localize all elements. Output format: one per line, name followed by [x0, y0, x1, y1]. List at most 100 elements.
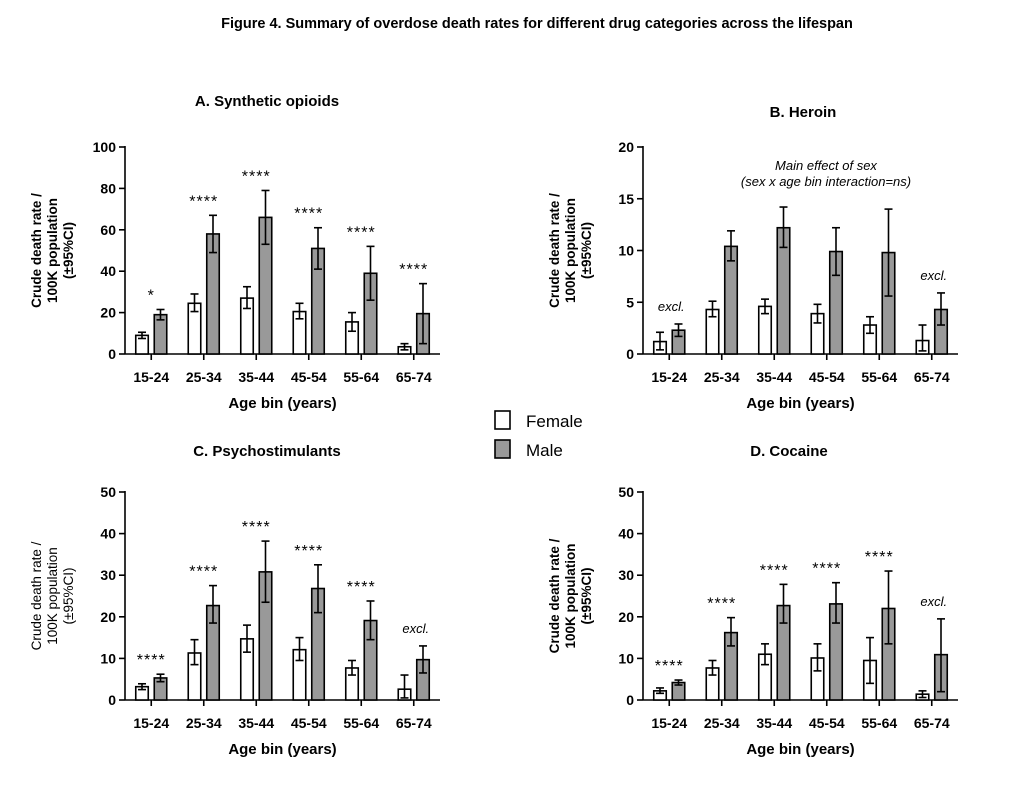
y-tick-label: 0	[626, 692, 634, 708]
significance-marker: ****	[865, 549, 894, 566]
significance-marker: ****	[707, 596, 736, 613]
x-tick-label: 25-34	[186, 715, 222, 731]
y-tick-label: 0	[108, 692, 116, 708]
panel-psychostimulants: C. Psychostimulants 0 10 20 30 40 50 Crude deat…	[29, 443, 440, 758]
x-axis-label: Age bin (years)	[228, 741, 336, 758]
y-axis-label-line: 100K population	[45, 198, 60, 303]
x-axis-label: Age bin (years)	[746, 741, 854, 758]
y-tick-label: 40	[100, 526, 116, 542]
y-axis-label: Crude death rate /100K population(±95%CI…	[547, 193, 594, 308]
x-tick-label: 35-44	[238, 715, 274, 731]
significance-marker: *	[148, 287, 155, 304]
exclusion-note: excl.	[658, 299, 685, 314]
significance-marker: ****	[137, 652, 166, 669]
legend-swatch-female	[494, 410, 511, 430]
y-axis-label-line: Crude death rate /	[547, 193, 562, 308]
y-tick-label: 0	[108, 346, 116, 362]
panel-title: D. Cocaine	[750, 443, 828, 460]
y-tick-label: 40	[618, 526, 634, 542]
x-tick-label: 35-44	[756, 715, 792, 731]
x-tick-label: 65-74	[914, 369, 950, 385]
y-tick-label: 10	[100, 650, 116, 666]
y-tick-label: 20	[100, 305, 116, 321]
significance-marker: ****	[242, 519, 271, 536]
x-tick-label: 15-24	[133, 715, 169, 731]
y-axis-label-line: (±95%CI)	[61, 568, 76, 625]
legend-swatch-male	[494, 439, 511, 459]
x-tick-label: 45-54	[291, 369, 327, 385]
significance-marker: ****	[294, 206, 323, 223]
x-tick-label: 45-54	[291, 715, 327, 731]
significance-marker: ****	[760, 562, 789, 579]
y-tick-label: 60	[100, 222, 116, 238]
y-axis-label-line: Crude death rate /	[547, 538, 562, 653]
x-tick-label: 35-44	[756, 369, 792, 385]
panel-note-line: (sex x age bin interaction=ns)	[741, 174, 911, 189]
y-axis-label-line: (±95%CI)	[579, 222, 594, 279]
legend-label-male: Male	[526, 441, 563, 460]
exclusion-note: excl.	[920, 594, 947, 609]
panel-title: C. Psychostimulants	[193, 443, 341, 460]
significance-marker: ****	[655, 658, 684, 675]
significance-marker: ****	[189, 564, 218, 581]
x-tick-label: 25-34	[704, 715, 740, 731]
x-tick-label: 65-74	[396, 715, 432, 731]
y-axis-label-line: (±95%CI)	[61, 222, 76, 279]
y-tick-label: 100	[93, 139, 117, 155]
y-axis-label-line: 100K population	[45, 547, 60, 645]
y-tick-label: 20	[100, 609, 116, 625]
y-axis-label-line: Crude death rate /	[29, 193, 44, 308]
x-tick-label: 25-34	[186, 369, 222, 385]
x-tick-label: 15-24	[651, 715, 687, 731]
y-tick-label: 30	[618, 567, 634, 583]
y-tick-label: 15	[618, 191, 634, 207]
significance-marker: ****	[812, 561, 841, 578]
x-tick-label: 55-64	[343, 369, 379, 385]
significance-marker: ****	[189, 193, 218, 210]
x-tick-label: 15-24	[133, 369, 169, 385]
panel-note-line: Main effect of sex	[775, 158, 877, 173]
panel-heroin: B. Heroin 0 5 10 15 20 Crude death rate /100K …	[547, 104, 958, 412]
panel-title: B. Heroin	[770, 104, 837, 121]
x-tick-label: 45-54	[809, 369, 845, 385]
y-tick-label: 5	[626, 294, 634, 310]
y-tick-label: 50	[100, 484, 116, 500]
bar-male	[723, 245, 739, 355]
y-axis-label: Crude death rate /100K population(±95%CI…	[547, 538, 594, 653]
significance-marker: ****	[294, 543, 323, 560]
y-tick-label: 10	[618, 650, 634, 666]
y-axis-label-line: 100K population	[563, 543, 578, 648]
y-axis-label: Crude death rate /100K population(±95%CI…	[29, 541, 76, 650]
legend: Female Male	[494, 410, 583, 460]
significance-marker: ****	[347, 224, 376, 241]
figure-title: Figure 4. Summary of overdose death rate…	[221, 16, 853, 32]
y-tick-label: 20	[618, 609, 634, 625]
y-tick-label: 0	[626, 346, 634, 362]
y-tick-label: 20	[618, 139, 634, 155]
exclusion-note: excl.	[920, 268, 947, 283]
y-axis-label: Crude death rate /100K population(±95%CI…	[29, 193, 76, 308]
x-tick-label: 65-74	[396, 369, 432, 385]
panel-synthetic-opioids: A. Synthetic opioids 0 20 40 60 80 100 Crude de…	[29, 93, 440, 412]
significance-marker: ****	[399, 262, 428, 279]
x-tick-label: 45-54	[809, 715, 845, 731]
x-tick-label: 55-64	[861, 715, 897, 731]
y-tick-label: 30	[100, 567, 116, 583]
x-tick-label: 65-74	[914, 715, 950, 731]
x-tick-label: 35-44	[238, 369, 274, 385]
significance-marker: ****	[242, 168, 271, 185]
x-tick-label: 55-64	[861, 369, 897, 385]
y-tick-label: 40	[100, 263, 116, 279]
x-tick-label: 25-34	[704, 369, 740, 385]
y-tick-label: 10	[618, 243, 634, 259]
x-axis-label: Age bin (years)	[228, 395, 336, 412]
panel-title: A. Synthetic opioids	[195, 93, 339, 110]
x-tick-label: 55-64	[343, 715, 379, 731]
y-tick-label: 50	[618, 484, 634, 500]
y-axis-label-line: Crude death rate /	[29, 541, 44, 650]
significance-marker: ****	[347, 579, 376, 596]
x-tick-label: 15-24	[651, 369, 687, 385]
legend-label-female: Female	[526, 412, 583, 431]
